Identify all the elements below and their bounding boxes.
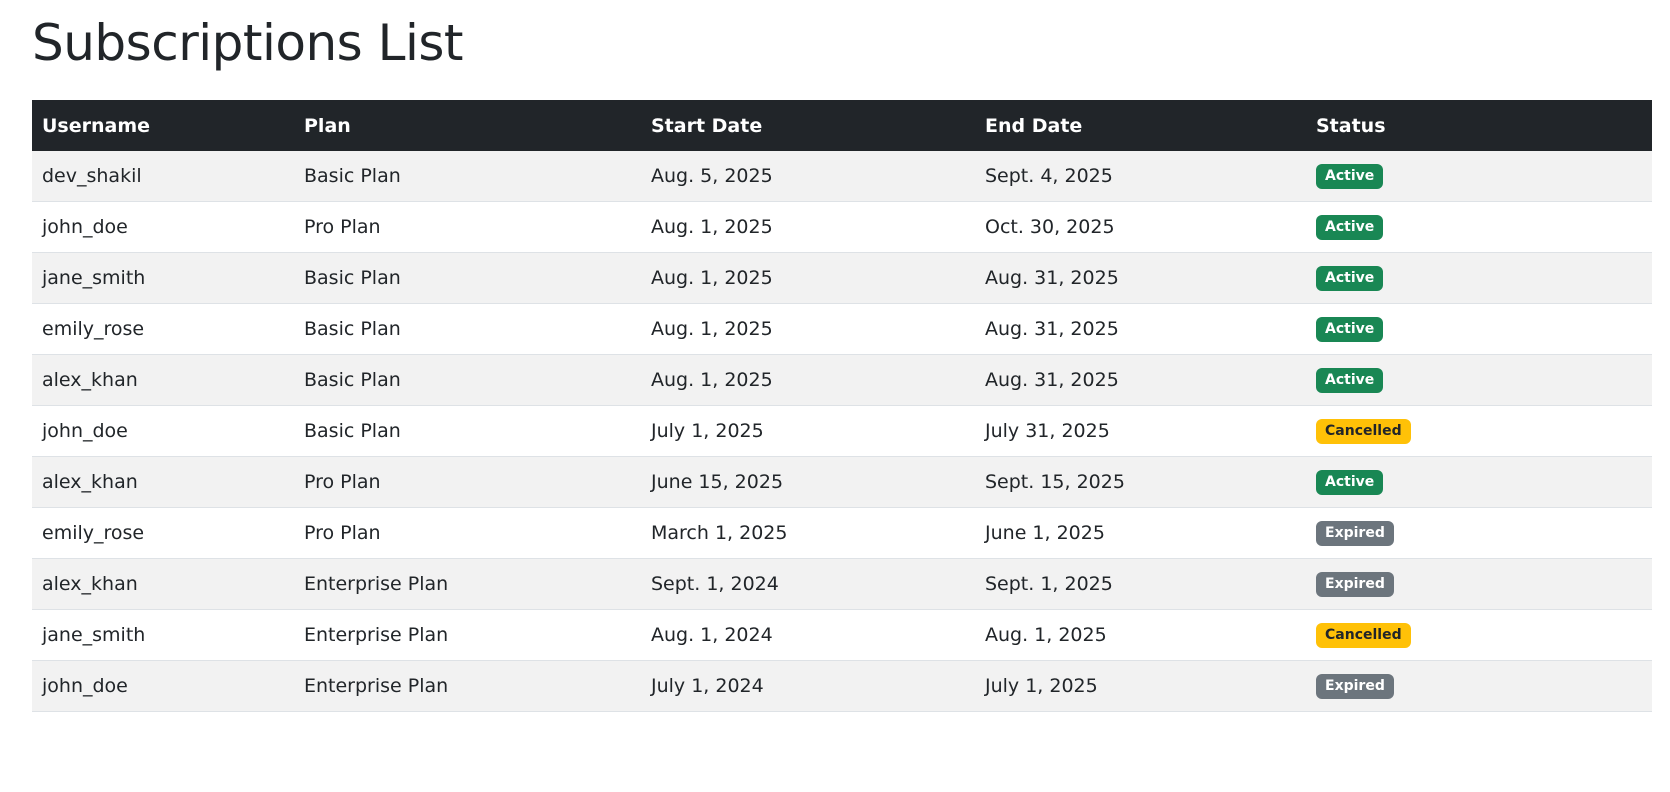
cell-status: Active xyxy=(1306,252,1652,304)
cell-status: Cancelled xyxy=(1306,405,1652,457)
table-row: dev_shakil Basic Plan Aug. 5, 2025 Sept. 4,… xyxy=(32,151,1652,202)
table-row: alex_khan Enterprise Plan Sept. 1, 2024 Sep… xyxy=(32,558,1652,610)
cell-plan: Enterprise Plan xyxy=(294,609,641,661)
cell-start-date: June 15, 2025 xyxy=(641,456,975,508)
status-badge: Active xyxy=(1316,317,1384,342)
status-badge: Cancelled xyxy=(1316,623,1411,648)
cell-username: john_doe xyxy=(32,201,294,253)
cell-status: Active xyxy=(1306,201,1652,253)
cell-plan: Pro Plan xyxy=(294,456,641,508)
cell-username: jane_smith xyxy=(32,609,294,661)
table-row: jane_smith Basic Plan Aug. 1, 2025 Aug. 31,… xyxy=(32,252,1652,304)
cell-end-date: Aug. 31, 2025 xyxy=(975,354,1306,406)
cell-plan: Enterprise Plan xyxy=(294,558,641,610)
cell-username: john_doe xyxy=(32,660,294,712)
cell-plan: Basic Plan xyxy=(294,354,641,406)
column-header-plan: Plan xyxy=(304,114,351,137)
status-badge: Active xyxy=(1316,164,1384,189)
column-header-end-date: End Date xyxy=(985,114,1083,137)
cell-start-date: Aug. 1, 2025 xyxy=(641,201,975,253)
status-badge: Active xyxy=(1316,266,1384,291)
table-row: emily_rose Basic Plan Aug. 1, 2025 Aug. 31,… xyxy=(32,303,1652,355)
cell-username: john_doe xyxy=(32,405,294,457)
column-header-username: Username xyxy=(42,114,151,137)
status-badge: Active xyxy=(1316,215,1384,240)
cell-start-date: July 1, 2024 xyxy=(641,660,975,712)
column-header-start-date: Start Date xyxy=(651,114,763,137)
cell-end-date: Sept. 4, 2025 xyxy=(975,151,1306,202)
cell-end-date: Aug. 31, 2025 xyxy=(975,303,1306,355)
status-badge: Active xyxy=(1316,368,1384,393)
cell-username: jane_smith xyxy=(32,252,294,304)
cell-end-date: Aug. 31, 2025 xyxy=(975,252,1306,304)
cell-username: alex_khan xyxy=(32,456,294,508)
table-header-row: Username Plan Start Date End Date Status xyxy=(32,100,1652,151)
cell-username: emily_rose xyxy=(32,507,294,559)
cell-plan: Pro Plan xyxy=(294,201,641,253)
cell-username: alex_khan xyxy=(32,558,294,610)
cell-plan: Basic Plan xyxy=(294,303,641,355)
cell-end-date: Sept. 1, 2025 xyxy=(975,558,1306,610)
cell-plan: Basic Plan xyxy=(294,151,641,202)
cell-username: emily_rose xyxy=(32,303,294,355)
cell-status: Active xyxy=(1306,456,1652,508)
cell-end-date: June 1, 2025 xyxy=(975,507,1306,559)
cell-status: Active xyxy=(1306,303,1652,355)
cell-status: Active xyxy=(1306,354,1652,406)
cell-username: alex_khan xyxy=(32,354,294,406)
table-row: john_doe Pro Plan Aug. 1, 2025 Oct. 30, 202… xyxy=(32,201,1652,253)
table-row: john_doe Enterprise Plan July 1, 2024 July … xyxy=(32,660,1652,712)
status-badge: Cancelled xyxy=(1316,419,1411,444)
table-row: john_doe Basic Plan July 1, 2025 July 31, 2… xyxy=(32,405,1652,457)
cell-start-date: Aug. 1, 2025 xyxy=(641,354,975,406)
page-title: Subscriptions List xyxy=(32,14,464,72)
cell-start-date: Aug. 1, 2025 xyxy=(641,303,975,355)
cell-status: Expired xyxy=(1306,558,1652,610)
subscriptions-table: Username Plan Start Date End Date Status… xyxy=(32,100,1652,712)
cell-plan: Enterprise Plan xyxy=(294,660,641,712)
cell-plan: Basic Plan xyxy=(294,405,641,457)
cell-status: Active xyxy=(1306,151,1652,202)
cell-plan: Basic Plan xyxy=(294,252,641,304)
status-badge: Expired xyxy=(1316,521,1394,546)
cell-end-date: July 31, 2025 xyxy=(975,405,1306,457)
cell-username: dev_shakil xyxy=(32,151,294,202)
cell-status: Expired xyxy=(1306,507,1652,559)
table-row: emily_rose Pro Plan March 1, 2025 June 1, 2… xyxy=(32,507,1652,559)
cell-end-date: Sept. 15, 2025 xyxy=(975,456,1306,508)
cell-start-date: Aug. 5, 2025 xyxy=(641,151,975,202)
cell-status: Cancelled xyxy=(1306,609,1652,661)
cell-start-date: Aug. 1, 2025 xyxy=(641,252,975,304)
table-row: jane_smith Enterprise Plan Aug. 1, 2024 Aug… xyxy=(32,609,1652,661)
cell-start-date: July 1, 2025 xyxy=(641,405,975,457)
cell-end-date: Oct. 30, 2025 xyxy=(975,201,1306,253)
cell-plan: Pro Plan xyxy=(294,507,641,559)
status-badge: Active xyxy=(1316,470,1384,495)
cell-status: Expired xyxy=(1306,660,1652,712)
cell-end-date: Aug. 1, 2025 xyxy=(975,609,1306,661)
cell-start-date: Aug. 1, 2024 xyxy=(641,609,975,661)
column-header-status: Status xyxy=(1316,114,1386,137)
table-row: alex_khan Basic Plan Aug. 1, 2025 Aug. 31, … xyxy=(32,354,1652,406)
cell-start-date: Sept. 1, 2024 xyxy=(641,558,975,610)
cell-end-date: July 1, 2025 xyxy=(975,660,1306,712)
status-badge: Expired xyxy=(1316,674,1394,699)
table-body: dev_shakil Basic Plan Aug. 5, 2025 Sept. 4,… xyxy=(32,151,1652,712)
status-badge: Expired xyxy=(1316,572,1394,597)
table-row: alex_khan Pro Plan June 15, 2025 Sept. 15, … xyxy=(32,456,1652,508)
cell-start-date: March 1, 2025 xyxy=(641,507,975,559)
table-header: Username Plan Start Date End Date Status xyxy=(32,100,1652,151)
